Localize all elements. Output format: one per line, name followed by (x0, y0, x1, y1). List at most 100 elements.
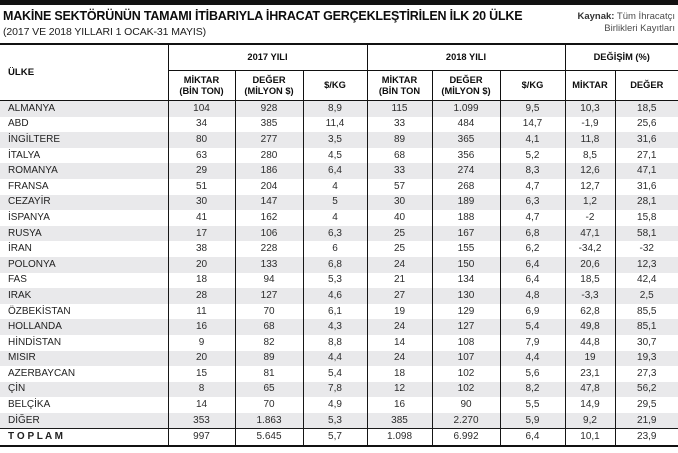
value-cell: 129 (431, 303, 500, 320)
value-cell: 4,5 (302, 147, 367, 164)
value-cell: 28 (167, 288, 235, 304)
value-cell: -34,2 (564, 241, 615, 257)
value-cell: 27,3 (614, 366, 678, 382)
value-cell: 24 (366, 319, 432, 335)
value-cell: 188 (431, 210, 500, 226)
value-cell: 20 (167, 256, 235, 273)
value-cell: 21,9 (614, 412, 678, 429)
table-row: HOLLANDA 16 68 4,3 24 127 5,4 49,8 85,1 (0, 319, 678, 335)
table-row: FRANSA 51 204 4 57 268 4,7 12,7 31,6 (0, 178, 678, 195)
value-cell: 58,1 (614, 225, 678, 242)
source-label: Kaynak: (577, 11, 615, 22)
total-row: T O P L A M 997 5.645 5,7 1.098 6.992 6,4 10,1 2… (0, 428, 678, 447)
value-cell: 5,3 (302, 412, 367, 429)
year-group-header-row: ÜLKE 2017 YILI 2018 YILI DEĞİŞİM (%) (0, 44, 678, 101)
value-cell: 20 (167, 350, 235, 367)
value-cell: 25 (366, 225, 432, 242)
value-cell: 4,3 (302, 319, 367, 335)
table-row: CEZAYİR 30 147 5 30 189 6,3 1,2 28,1 (0, 194, 678, 211)
value-cell: 57 (366, 178, 432, 195)
value-cell: 5,3 (302, 272, 367, 289)
value-cell: 6,4 (499, 428, 565, 447)
country-cell: İNGİLTERE (8, 133, 61, 145)
column-header-country: ÜLKE (0, 44, 168, 101)
country-cell: ÖZBEKİSTAN (8, 305, 71, 317)
value-cell: 6,4 (302, 163, 367, 179)
value-cell: 29,5 (614, 397, 678, 413)
country-cell: ABD (8, 118, 29, 130)
value-cell: 4,4 (499, 350, 565, 367)
value-cell: 8,3 (499, 163, 565, 179)
value-cell: 8,9 (302, 100, 367, 117)
value-cell: 8,8 (302, 334, 367, 351)
table-row: ROMANYA 29 186 6,4 33 274 8,3 12,6 47,1 (0, 163, 678, 179)
column-header: MİKTAR (BİN TON) (167, 70, 235, 101)
value-cell: 228 (234, 241, 303, 257)
value-cell: 11,8 (564, 132, 615, 148)
value-cell: 6,8 (302, 256, 367, 273)
value-cell: 24 (366, 350, 432, 367)
value-cell: 5,4 (499, 319, 565, 335)
column-header: $/KG (499, 70, 565, 101)
title-row: MAKİNE SEKTÖRÜNÜN TAMAMI İTİBARIYLA İHRA… (0, 5, 678, 43)
value-cell: 5,4 (302, 366, 367, 382)
table-row: İSPANYA 41 162 4 40 188 4,7 -2 15,8 (0, 210, 678, 226)
value-cell: 28,1 (614, 194, 678, 211)
value-cell: 31,6 (614, 132, 678, 148)
table-row: İRAN 38 228 6 25 155 6,2 -34,2 -32 (0, 241, 678, 257)
table-row: FAS 18 94 5,3 21 134 6,4 18,5 42,4 (0, 272, 678, 289)
value-cell: 20,6 (564, 256, 615, 273)
value-cell: 1,2 (564, 194, 615, 211)
value-cell: 6,9 (499, 303, 565, 320)
value-cell: 4,7 (499, 178, 565, 195)
value-cell: 162 (234, 210, 303, 226)
value-cell: 33 (366, 163, 432, 179)
source-text: Tüm İhracatçı Birlikleri Kayıtları (604, 11, 675, 35)
value-cell: 274 (431, 163, 500, 179)
country-cell: İTALYA (8, 149, 41, 161)
value-cell: 1.098 (366, 428, 432, 447)
value-cell: 27 (366, 288, 432, 304)
value-cell: 10,3 (564, 100, 615, 117)
value-cell: 4,4 (302, 350, 367, 367)
value-cell: 6 (302, 241, 367, 257)
value-cell: 40 (366, 210, 432, 226)
value-cell: 6,3 (302, 225, 367, 242)
table-row: HİNDİSTAN 9 82 8,8 14 108 7,9 44,8 30,7 (0, 334, 678, 351)
value-cell: 186 (234, 163, 303, 179)
value-cell: 353 (167, 412, 235, 429)
value-cell: 11 (167, 303, 235, 320)
country-cell: ROMANYA (8, 165, 58, 177)
value-cell: 42,4 (614, 272, 678, 289)
country-cell: İRAN (8, 243, 32, 255)
value-cell: 4,1 (499, 132, 565, 148)
column-header: MİKTAR (564, 70, 615, 101)
value-cell: 280 (234, 147, 303, 164)
value-cell: 68 (366, 147, 432, 164)
value-cell: 4,9 (302, 397, 367, 413)
table-row: İNGİLTERE 80 277 3,5 89 365 4,1 11,8 31,6 (0, 132, 678, 148)
table-header: ÜLKE 2017 YILI 2018 YILI DEĞİŞİM (%) MİKTA… (0, 44, 678, 101)
table-row: BELÇİKA 14 70 4,9 16 90 5,5 14,9 29,5 (0, 397, 678, 413)
value-cell: 17 (167, 225, 235, 242)
value-cell: -1,9 (564, 116, 615, 133)
value-cell: 134 (431, 272, 500, 289)
value-cell: 33 (366, 116, 432, 133)
source-note: Kaynak: Tüm İhracatçı Birlikleri Kayıtla… (550, 11, 675, 36)
value-cell: 14 (366, 334, 432, 351)
value-cell: 4 (302, 178, 367, 195)
value-cell: 6,8 (499, 225, 565, 242)
value-cell: 80 (167, 132, 235, 148)
value-cell: 6,1 (302, 303, 367, 320)
column-header: $/KG (302, 70, 367, 101)
value-cell: 18 (167, 272, 235, 289)
value-cell: 18,5 (564, 272, 615, 289)
value-cell: 18,5 (614, 100, 678, 117)
value-cell: 7,8 (302, 381, 367, 398)
value-cell: 928 (234, 100, 303, 117)
value-cell: 5.645 (234, 428, 303, 447)
country-cell: FAS (8, 274, 27, 286)
value-cell: 25 (366, 241, 432, 257)
value-cell: 8,5 (564, 147, 615, 164)
value-cell: 70 (234, 397, 303, 413)
